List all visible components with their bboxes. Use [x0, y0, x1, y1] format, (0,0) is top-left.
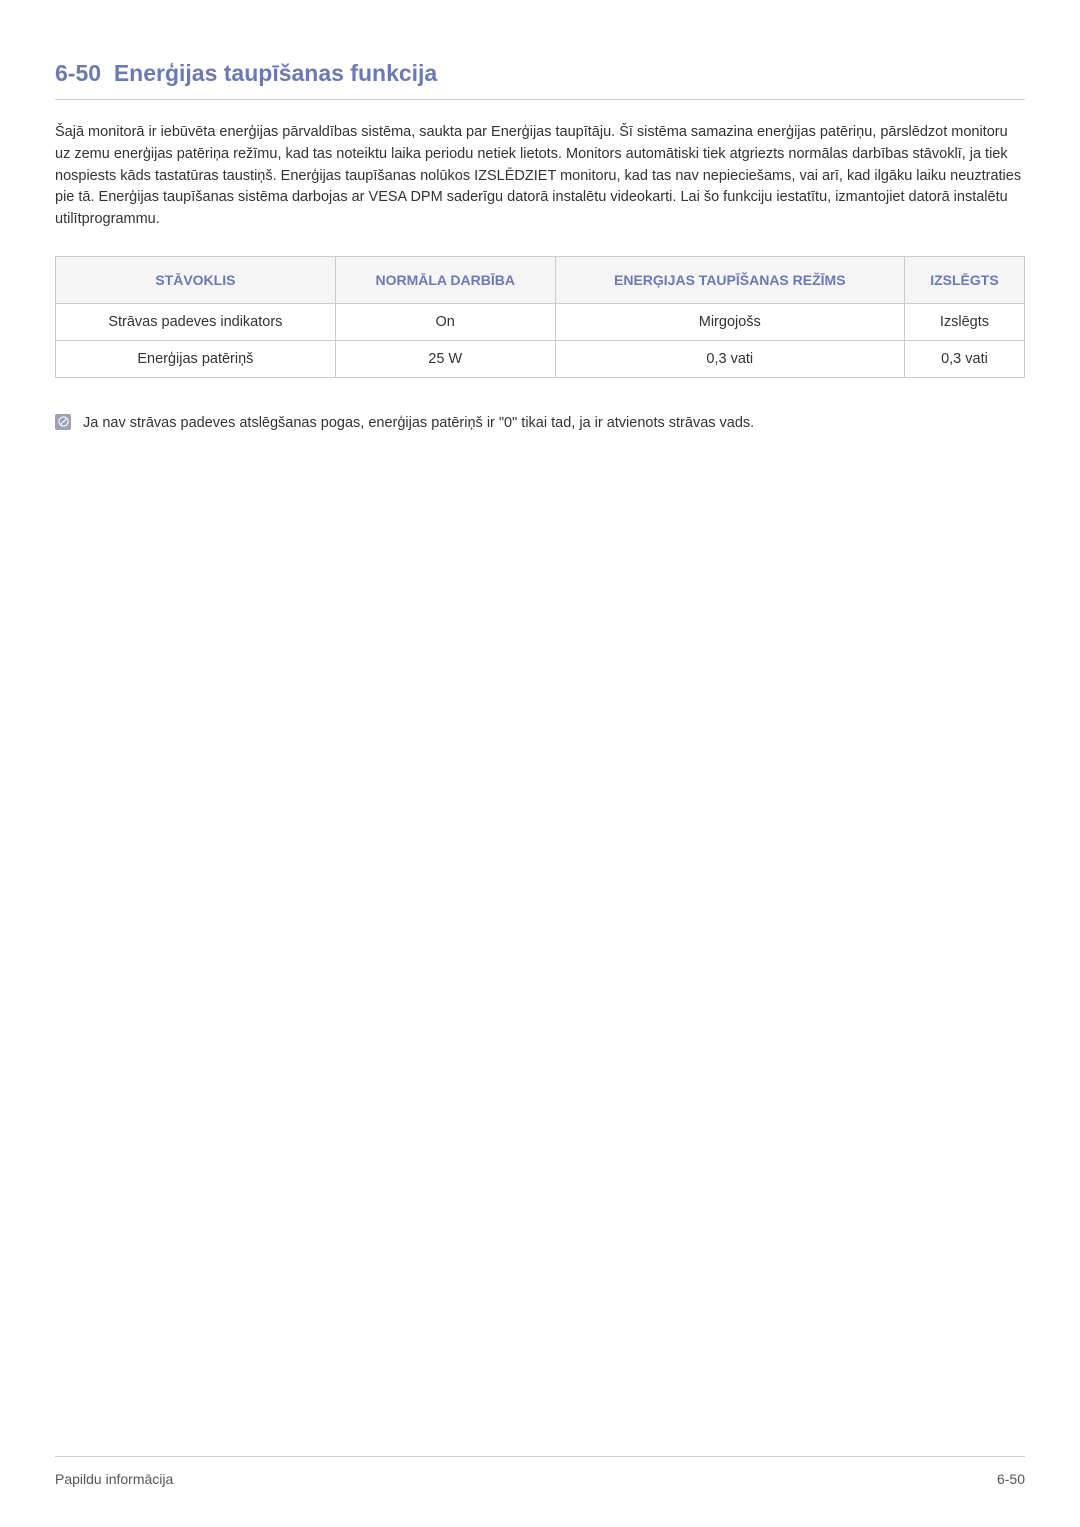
footer-left: Papildu informācija [55, 1471, 173, 1487]
note-icon [55, 414, 71, 430]
table-header-state: STĀVOKLIS [56, 256, 336, 303]
table-cell: Strāvas padeves indikators [56, 303, 336, 340]
table-cell: 0,3 vati [904, 340, 1024, 377]
page-footer: Papildu informācija 6-50 [55, 1456, 1025, 1487]
table-header-off: IZSLĒGTS [904, 256, 1024, 303]
table-cell: Izslēgts [904, 303, 1024, 340]
table-header-row: STĀVOKLIS NORMĀLA DARBĪBA ENERĢIJAS TAUP… [56, 256, 1025, 303]
table-row: Strāvas padeves indikators On Mirgojošs … [56, 303, 1025, 340]
power-state-table: STĀVOKLIS NORMĀLA DARBĪBA ENERĢIJAS TAUP… [55, 256, 1025, 378]
section-title-text: Enerģijas taupīšanas funkcija [114, 60, 437, 86]
table-cell: 0,3 vati [555, 340, 904, 377]
note-text: Ja nav strāvas padeves atslēgšanas pogas… [83, 413, 754, 435]
table-header-saving: ENERĢIJAS TAUPĪŠANAS REŽĪMS [555, 256, 904, 303]
table-cell: Mirgojošs [555, 303, 904, 340]
note-row: Ja nav strāvas padeves atslēgšanas pogas… [55, 413, 1025, 435]
table-header-normal: NORMĀLA DARBĪBA [335, 256, 555, 303]
table-cell: 25 W [335, 340, 555, 377]
table-row: Enerģijas patēriņš 25 W 0,3 vati 0,3 vat… [56, 340, 1025, 377]
body-paragraph: Šajā monitorā ir iebūvēta enerģijas pārv… [55, 122, 1025, 231]
footer-right: 6-50 [997, 1471, 1025, 1487]
table-cell: On [335, 303, 555, 340]
section-number: 6-50 [55, 60, 101, 86]
table-cell: Enerģijas patēriņš [56, 340, 336, 377]
section-heading: 6-50 Enerģijas taupīšanas funkcija [55, 60, 1025, 100]
